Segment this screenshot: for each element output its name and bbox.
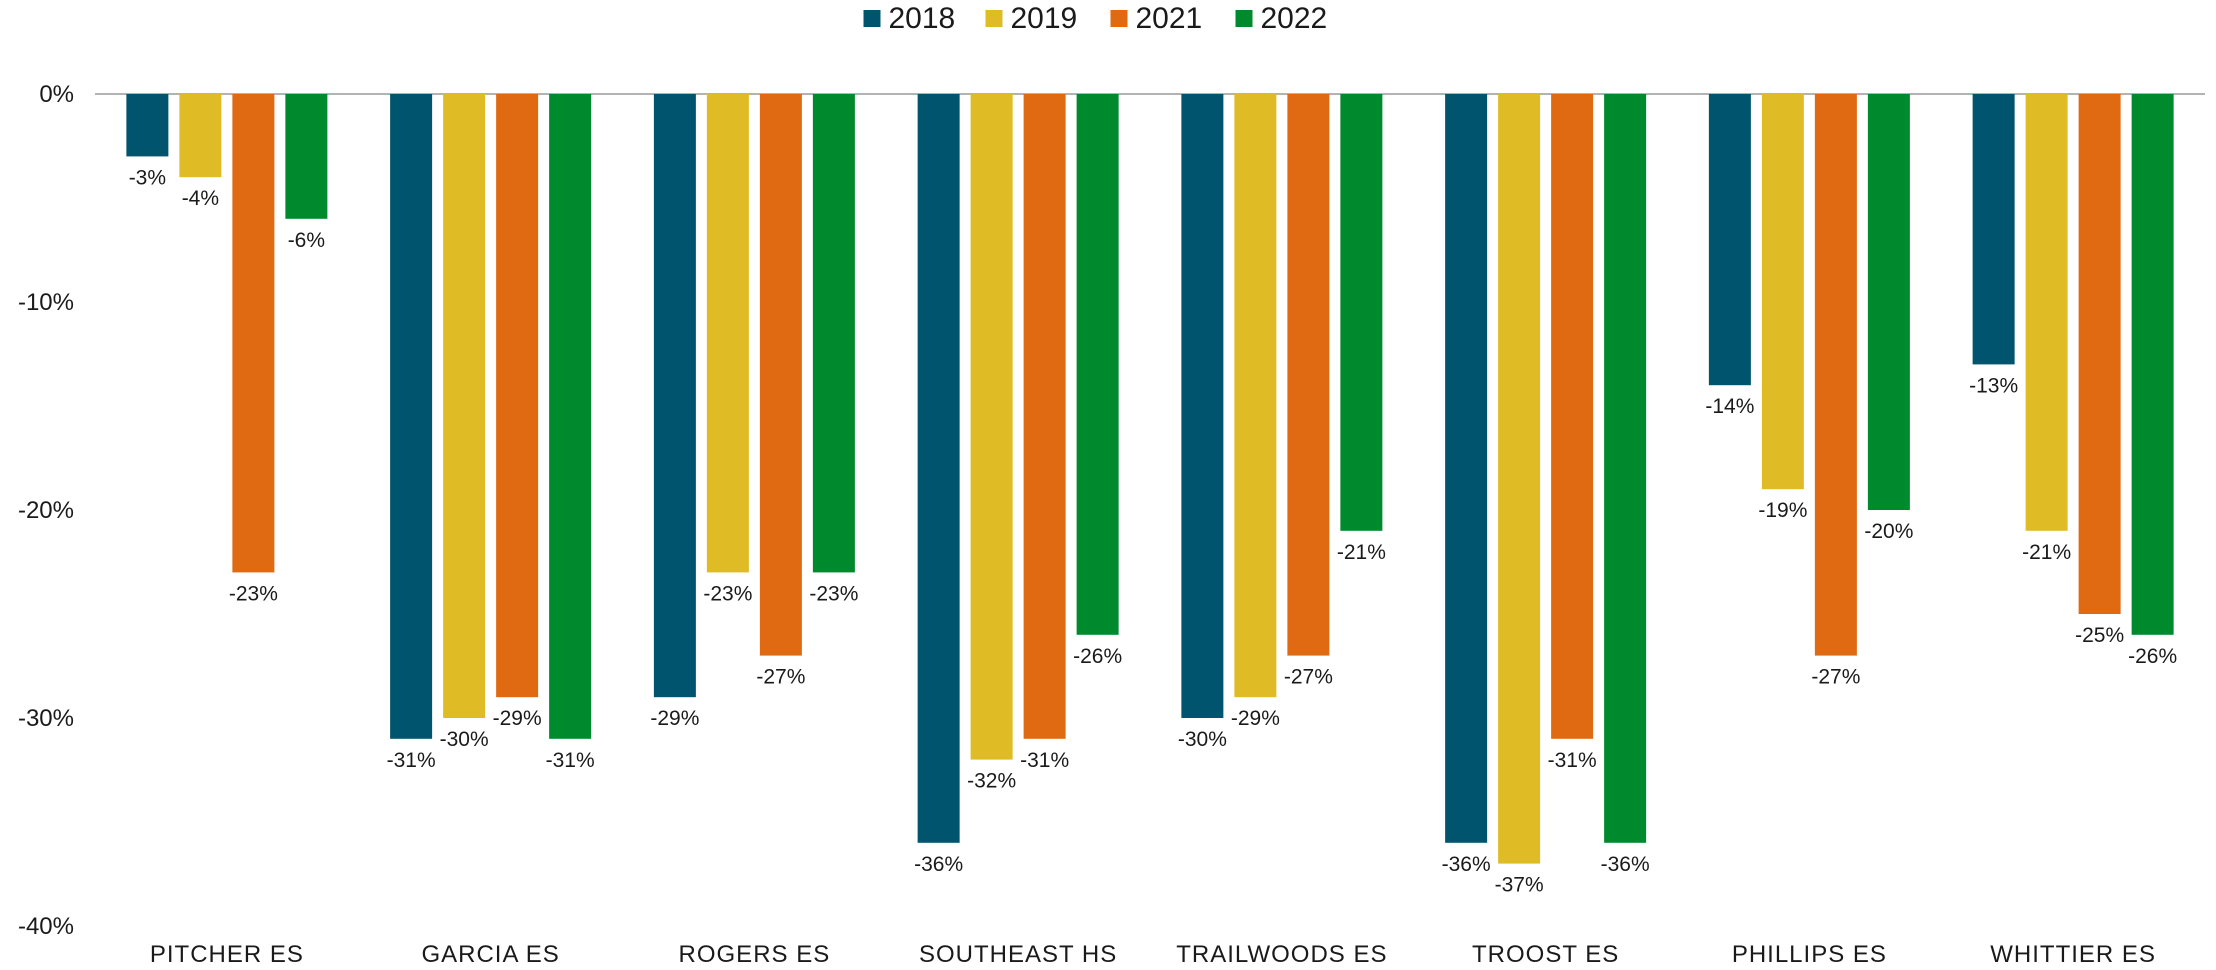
bars (126, 94, 2174, 864)
bar-2022-phillips-es (1867, 94, 1910, 510)
legend: 2018 2019 2021 2022 (863, 2, 1328, 35)
bar-2019-phillips-es (1761, 94, 1804, 490)
data-label: -37% (1495, 874, 1544, 897)
data-label: -4% (182, 187, 219, 210)
x-category-label: ROGERS ES (679, 941, 831, 968)
data-label: -13% (1969, 374, 2018, 397)
x-category-label: TRAILWOODS ES (1176, 941, 1387, 968)
legend-swatch (985, 10, 1003, 27)
bar-2018-rogers-es (653, 94, 696, 698)
bar-2022-whittier-es (2131, 94, 2174, 635)
x-category-label: WHITTIER ES (1990, 941, 2156, 968)
data-label: -23% (703, 582, 752, 605)
data-label: -29% (1231, 707, 1280, 730)
bar-2019-trailwoods-es (1234, 94, 1277, 698)
legend-item-2018: 2018 (863, 2, 956, 35)
legend-label: 2022 (1261, 2, 1328, 35)
bar-2022-rogers-es (812, 94, 855, 573)
bar-2019-whittier-es (2025, 94, 2068, 531)
data-label: -31% (387, 749, 436, 772)
data-label: -36% (1442, 853, 1491, 876)
data-label: -36% (914, 853, 963, 876)
data-label: -30% (1178, 728, 1227, 751)
data-label: -6% (288, 229, 325, 252)
bar-2022-troost-es (1604, 94, 1647, 843)
bar-2018-trailwoods-es (1181, 94, 1224, 718)
data-label: -3% (129, 166, 166, 189)
data-label: -31% (1548, 749, 1597, 772)
data-label: -23% (809, 582, 858, 605)
bar-2021-garcia-es (496, 94, 539, 698)
data-label: -29% (650, 707, 699, 730)
bar-2021-pitcher-es (232, 94, 275, 573)
x-category-label: GARCIA ES (421, 941, 559, 968)
data-label: -14% (1705, 395, 1754, 418)
data-label: -20% (1864, 520, 1913, 543)
data-label: -26% (2128, 645, 2177, 668)
data-label: -21% (1337, 541, 1386, 564)
bar-2022-garcia-es (549, 94, 592, 739)
bar-2021-troost-es (1551, 94, 1594, 739)
bar-2019-troost-es (1498, 94, 1541, 864)
legend-label: 2018 (889, 2, 956, 35)
legend-item-2021: 2021 (1110, 2, 1203, 35)
y-tick-label: -30% (18, 705, 74, 732)
bar-2018-whittier-es (1972, 94, 2015, 365)
bar-2022-southeast-hs (1076, 94, 1119, 635)
y-tick-label: 0% (39, 81, 74, 108)
bar-2021-southeast-hs (1023, 94, 1066, 739)
legend-swatch (1110, 10, 1128, 27)
data-label: -27% (1811, 666, 1860, 689)
legend-label: 2019 (1011, 2, 1078, 35)
data-label: -21% (2022, 541, 2071, 564)
data-label: -27% (756, 666, 805, 689)
bar-2018-phillips-es (1708, 94, 1751, 386)
x-category-label: SOUTHEAST HS (919, 941, 1117, 968)
x-category-label: PHILLIPS ES (1732, 941, 1887, 968)
data-label: -32% (967, 770, 1016, 793)
bar-2022-trailwoods-es (1340, 94, 1383, 531)
data-label: -36% (1601, 853, 1650, 876)
data-label: -29% (493, 707, 542, 730)
data-label: -27% (1284, 666, 1333, 689)
legend-swatch (1235, 10, 1253, 27)
data-label: -23% (229, 582, 278, 605)
bar-2018-troost-es (1445, 94, 1488, 843)
x-axis: PITCHER ES GARCIA ES ROGERS ES SOUTHEAST HS… (150, 941, 2156, 968)
bar-2021-rogers-es (759, 94, 802, 656)
y-axis: 0% -10% -20% -30% -40% (18, 81, 74, 940)
bar-2018-southeast-hs (917, 94, 960, 843)
data-label: -31% (546, 749, 595, 772)
bar-2021-whittier-es (2078, 94, 2121, 614)
bar-2018-garcia-es (390, 94, 433, 739)
bar-2018-pitcher-es (126, 94, 169, 157)
bar-2019-pitcher-es (179, 94, 222, 178)
legend-item-2022: 2022 (1235, 2, 1328, 35)
x-category-label: TROOST ES (1472, 941, 1619, 968)
y-tick-label: -40% (18, 913, 74, 940)
data-label: -26% (1073, 645, 1122, 668)
legend-swatch (863, 10, 881, 27)
bar-2019-southeast-hs (970, 94, 1013, 760)
bar-2022-pitcher-es (285, 94, 328, 219)
data-label: -31% (1020, 749, 1069, 772)
y-tick-label: -10% (18, 289, 74, 316)
data-label: -19% (1758, 499, 1807, 522)
legend-item-2019: 2019 (985, 2, 1078, 35)
y-tick-label: -20% (18, 497, 74, 524)
data-label: -25% (2075, 624, 2124, 647)
bar-2019-rogers-es (706, 94, 749, 573)
legend-label: 2021 (1136, 2, 1203, 35)
bar-2021-trailwoods-es (1287, 94, 1330, 656)
bar-2019-garcia-es (443, 94, 486, 718)
data-labels: -3%-4%-23%-6%-31%-30%-29%-31%-29%-23%-27… (129, 166, 2177, 896)
bar-2021-phillips-es (1814, 94, 1857, 656)
data-label: -30% (440, 728, 489, 751)
x-category-label: PITCHER ES (150, 941, 304, 968)
